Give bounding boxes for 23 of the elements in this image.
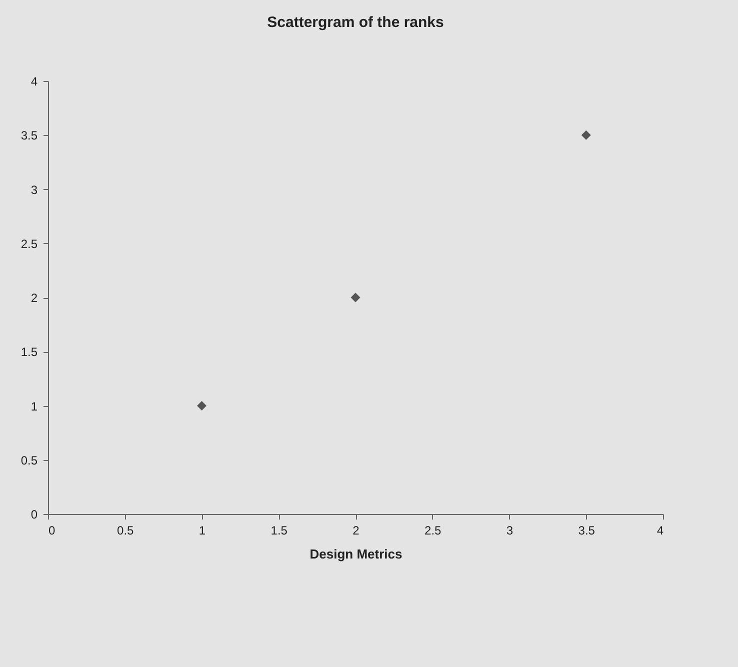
x-tick-label: 3.5 [578, 524, 596, 538]
y-tick-label: 3 [30, 182, 38, 197]
chart-title: Scattergram of the ranks [267, 14, 444, 31]
x-tick-label: 4 [656, 524, 664, 538]
x-tick-label: 3 [506, 524, 514, 538]
y-tick-label: 2.5 [20, 236, 38, 251]
x-tick-label: 2.5 [424, 524, 442, 538]
y-tick-label: 0.5 [20, 453, 38, 468]
point [350, 292, 360, 302]
point [197, 401, 206, 410]
y-tick-label: 3.5 [20, 128, 38, 143]
y-tick-label: 1.5 [20, 345, 38, 360]
x-tick-label: 2 [352, 524, 360, 538]
point [581, 130, 591, 140]
x-tick-label: 0.5 [117, 524, 134, 538]
y-tick-label: 1 [30, 399, 38, 414]
x-tick-label: 0 [48, 524, 56, 538]
y-tick-label: 0 [30, 508, 38, 522]
x-tick-label: 1 [198, 524, 206, 538]
y-tick-label: 4 [30, 74, 38, 88]
y-tick-label: 2 [30, 291, 38, 305]
x-tick-label: 1.5 [270, 524, 288, 538]
x-axis-title: Design Metrics [310, 546, 402, 562]
